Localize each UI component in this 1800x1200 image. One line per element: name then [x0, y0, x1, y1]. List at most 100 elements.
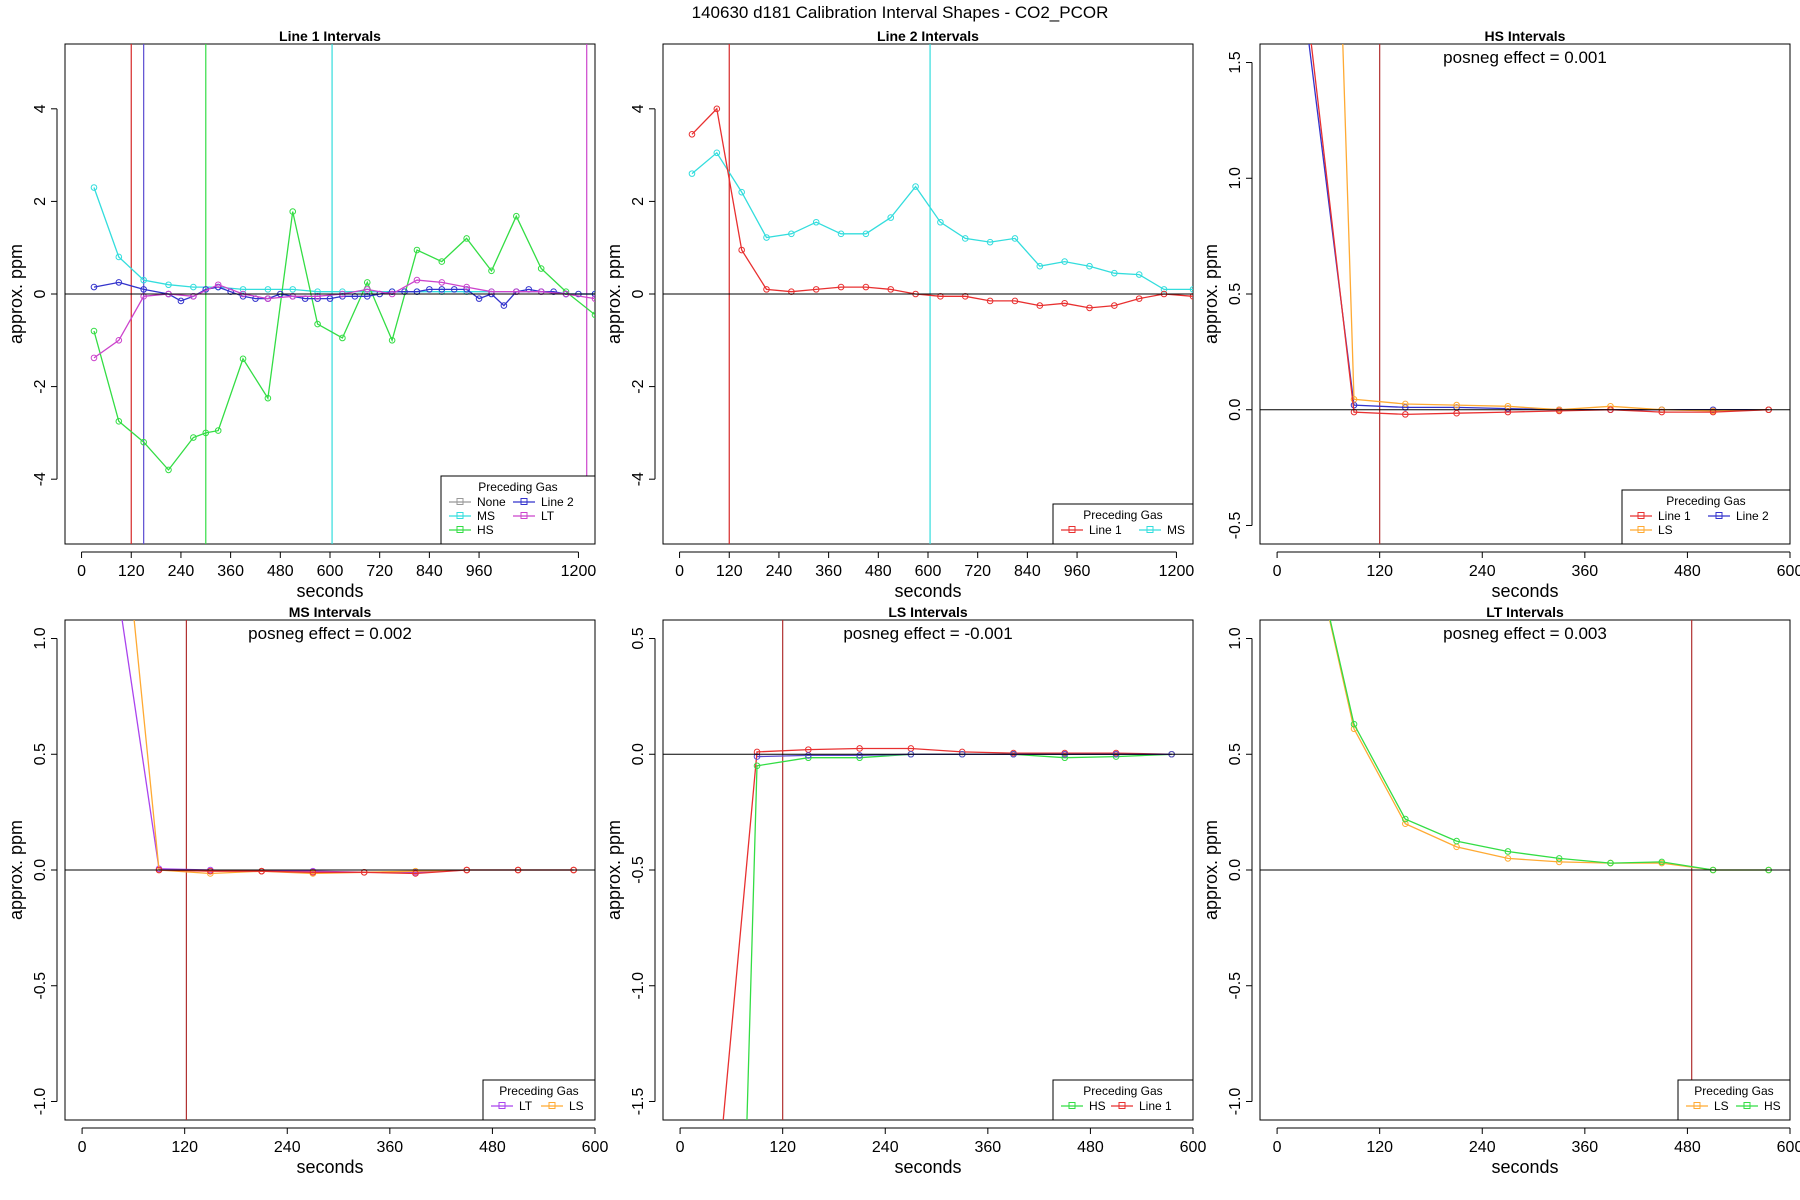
data-point — [1011, 235, 1019, 242]
data-point — [1061, 258, 1068, 265]
legend-title: Preceding Gas — [1083, 1084, 1162, 1098]
data-point — [115, 336, 123, 344]
data-point — [140, 276, 147, 284]
panel-title: HS Intervals — [1485, 28, 1566, 44]
panel-title: MS Intervals — [289, 604, 372, 620]
series-ls — [1328, 620, 1772, 874]
series-line — [691, 151, 1193, 291]
data-point — [812, 218, 820, 226]
legend-box — [440, 475, 596, 545]
legend-label: LS — [1658, 523, 1673, 537]
data-point — [1504, 855, 1512, 862]
data-point — [1350, 396, 1358, 403]
x-tick-label: 240 — [1469, 563, 1496, 580]
y-tick-label: 4 — [630, 104, 647, 113]
legend-entry: None — [449, 495, 506, 509]
y-tick-label: -4 — [630, 472, 647, 486]
data-point — [177, 297, 185, 305]
data-point — [1402, 411, 1409, 418]
x-tick-label: 360 — [815, 563, 842, 580]
y-tick-label: 1.0 — [1227, 167, 1244, 189]
y-tick-label: -0.5 — [1227, 512, 1244, 540]
y-tick-label: 0.0 — [1227, 399, 1244, 421]
x-tick-label: 600 — [1180, 1139, 1207, 1156]
data-point — [591, 311, 595, 319]
data-point — [1135, 295, 1143, 302]
data-point — [413, 246, 421, 254]
plot-area — [65, 620, 595, 1120]
y-axis-label: approx. ppm — [1201, 244, 1221, 344]
legend-entry: MS — [1139, 523, 1185, 537]
legend-entry: Line 2 — [513, 495, 574, 509]
series-line-1 — [155, 866, 577, 877]
data-point — [1160, 286, 1168, 293]
series-line — [93, 211, 595, 471]
data-point — [190, 434, 197, 441]
data-point — [90, 354, 98, 362]
legend-entry: Line 1 — [1630, 509, 1691, 523]
data-point — [688, 130, 696, 138]
legend-swatch-marker — [456, 512, 464, 519]
plot-area — [1260, 620, 1790, 1120]
legend-swatch-marker — [520, 512, 528, 519]
data-point — [339, 334, 346, 342]
x-tick-label: 480 — [865, 563, 892, 580]
legend-swatch-marker — [548, 1102, 556, 1109]
legend-entry: LT — [513, 509, 555, 523]
y-tick-label: -4 — [32, 472, 49, 486]
data-point — [363, 286, 371, 293]
plot-area — [663, 620, 1193, 1120]
legend-label: Line 2 — [1736, 509, 1769, 523]
data-point — [165, 281, 172, 289]
data-point — [239, 355, 247, 363]
y-tick-label: 0.0 — [32, 859, 49, 881]
series-ms — [90, 184, 595, 298]
legend-entry: LS — [541, 1099, 584, 1113]
series-line — [691, 107, 1193, 309]
data-point — [862, 283, 870, 291]
data-point — [1011, 297, 1019, 305]
legend-title: Preceding Gas — [499, 1084, 578, 1098]
legend-swatch-marker — [498, 1102, 506, 1109]
x-axis-label: seconds — [296, 581, 363, 601]
data-point — [438, 286, 446, 293]
y-tick-label: 1.5 — [1227, 51, 1244, 73]
data-point — [1658, 858, 1666, 866]
data-point — [713, 105, 721, 113]
data-point — [90, 184, 98, 191]
legend-label: LT — [541, 509, 555, 523]
data-point — [115, 279, 123, 286]
y-axis-label: approx. ppm — [6, 244, 26, 344]
data-point — [805, 752, 812, 759]
data-point — [264, 286, 272, 293]
data-point — [438, 279, 446, 286]
y-tick-label: -1.0 — [1227, 1088, 1244, 1116]
legend-label: HS — [1764, 1099, 1781, 1113]
legend-entry: MS — [449, 509, 495, 523]
legend-entry: HS — [1736, 1099, 1781, 1113]
data-point — [314, 320, 321, 328]
x-tick-label: 360 — [1571, 563, 1598, 580]
x-tick-label: 120 — [1366, 1139, 1393, 1156]
data-point — [1135, 271, 1143, 278]
plot-area — [663, 44, 1193, 544]
data-point — [463, 283, 470, 291]
data-point — [289, 286, 297, 293]
data-point — [1350, 720, 1358, 728]
legend-label: Line 2 — [541, 495, 574, 509]
x-tick-label: 240 — [766, 563, 793, 580]
data-point — [1453, 837, 1460, 845]
data-point — [90, 327, 98, 335]
data-point — [140, 286, 147, 293]
data-point — [1036, 302, 1044, 309]
x-tick-label: 0 — [675, 563, 684, 580]
x-tick-label: 720 — [964, 563, 991, 580]
data-point — [363, 279, 371, 286]
series-line — [1328, 620, 1769, 871]
